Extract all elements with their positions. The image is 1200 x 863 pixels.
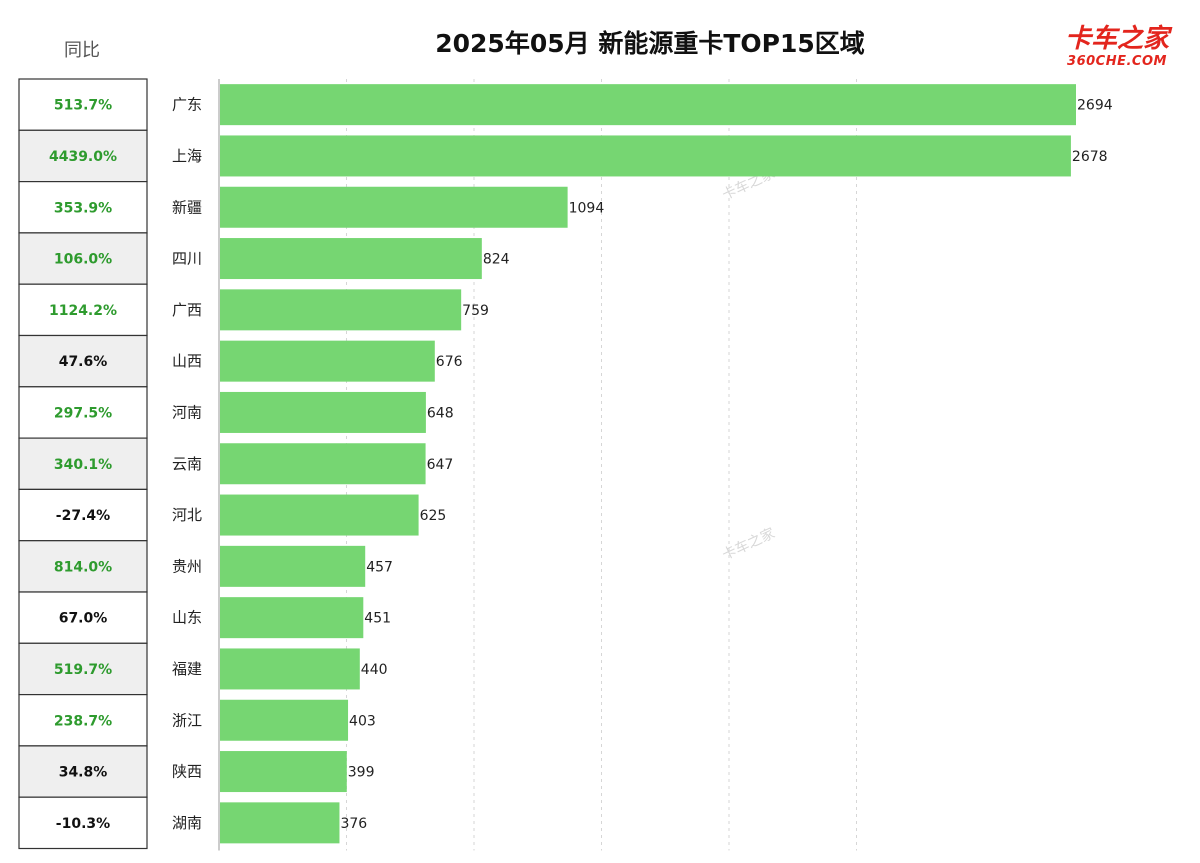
value-label: 824 [483,252,510,268]
value-label: 440 [361,662,388,678]
yoy-value: 519.7% [54,662,112,678]
yoy-cell [18,334,148,388]
yoy-value: -10.3% [56,816,110,832]
bar-6 [220,391,426,433]
bar-12 [220,699,349,741]
chart-title: 2025年05月 新能源重卡TOP15区域 [435,29,865,58]
yoy-value: 340.1% [54,457,112,473]
category-label: 广东 [172,96,202,114]
yoy-value: 1124.2% [49,303,117,319]
yoy-cell [18,693,148,747]
yoy-value: 513.7% [54,98,112,114]
yoy-cell [18,78,148,131]
category-label: 广西 [172,301,202,319]
yoy-value: 297.5% [54,405,112,421]
value-label: 2694 [1077,98,1113,114]
category-label: 山东 [172,609,202,627]
yoy-cell [18,745,148,798]
value-label: 676 [436,354,463,370]
yoy-value: 353.9% [54,200,112,216]
category-label: 河南 [172,403,202,421]
value-label: 457 [366,559,393,575]
yoy-cell [18,283,148,337]
bar-2 [220,186,568,228]
yoy-value: 4439.0% [49,149,117,165]
yoy-value: 814.0% [54,559,112,575]
category-label: 福建 [172,660,202,678]
yoy-value: 106.0% [54,252,112,268]
category-label: 浙江 [172,711,202,729]
category-label: 湖南 [172,814,202,832]
yoy-cell [18,796,148,850]
yoy-value: 47.6% [59,354,108,370]
yoy-table: 513.7% 4439.0% 353.9% 106.0% 1124.2% 47.6% 297… [18,78,148,850]
bar-1 [220,135,1071,177]
bar-14 [220,802,340,844]
value-label: 647 [427,457,454,473]
yoy-cell [18,488,148,542]
yoy-value: 238.7% [54,713,112,729]
category-label: 陕西 [172,763,202,781]
brand-logo: 卡车之家 360CHE.COM [1065,24,1173,69]
bars: 广东 2694 上海 2678 新疆 1094 四川 824 广西 759 山西 676 河南 648 云南… [172,84,1113,844]
category-label: 上海 [172,147,202,165]
bar-11 [220,648,360,690]
category-label: 贵州 [172,557,202,575]
value-label: 403 [349,713,376,729]
yoy-cell [18,540,148,593]
category-label: 新疆 [172,198,202,216]
yoy-value: -27.4% [56,508,110,524]
bar-5 [220,340,435,382]
category-label: 云南 [172,455,202,473]
value-label: 399 [348,765,375,781]
bar-8 [220,494,419,536]
bar-10 [220,597,364,639]
bar-0 [220,84,1076,126]
category-label: 河北 [172,506,202,524]
watermark-2: 卡车之家 [720,525,778,564]
watermarks: 卡车之家 卡车之家 [720,165,778,564]
yoy-column-header: 同比 [64,40,100,61]
value-label: 1094 [569,200,605,216]
yoy-cell [18,642,148,696]
category-label: 四川 [172,250,202,268]
bar-3 [220,238,482,280]
yoy-cell [18,181,148,234]
yoy-cell [18,591,148,644]
bar-9 [220,545,366,587]
value-label: 759 [462,303,489,319]
value-label: 625 [420,508,447,524]
bar-4 [220,289,462,331]
yoy-cell [18,129,148,183]
value-label: 451 [364,611,391,627]
logo-subtext: 360CHE.COM [1067,54,1167,69]
yoy-value: 67.0% [59,611,108,627]
category-label: 山西 [172,352,202,370]
value-label: 376 [340,816,367,832]
bar-13 [220,751,347,793]
yoy-value: 34.8% [59,765,108,781]
value-label: 648 [427,405,454,421]
logo-text: 卡车之家 [1065,24,1173,54]
value-label: 2678 [1072,149,1108,165]
yoy-cell [18,232,148,285]
bar-7 [220,443,426,485]
